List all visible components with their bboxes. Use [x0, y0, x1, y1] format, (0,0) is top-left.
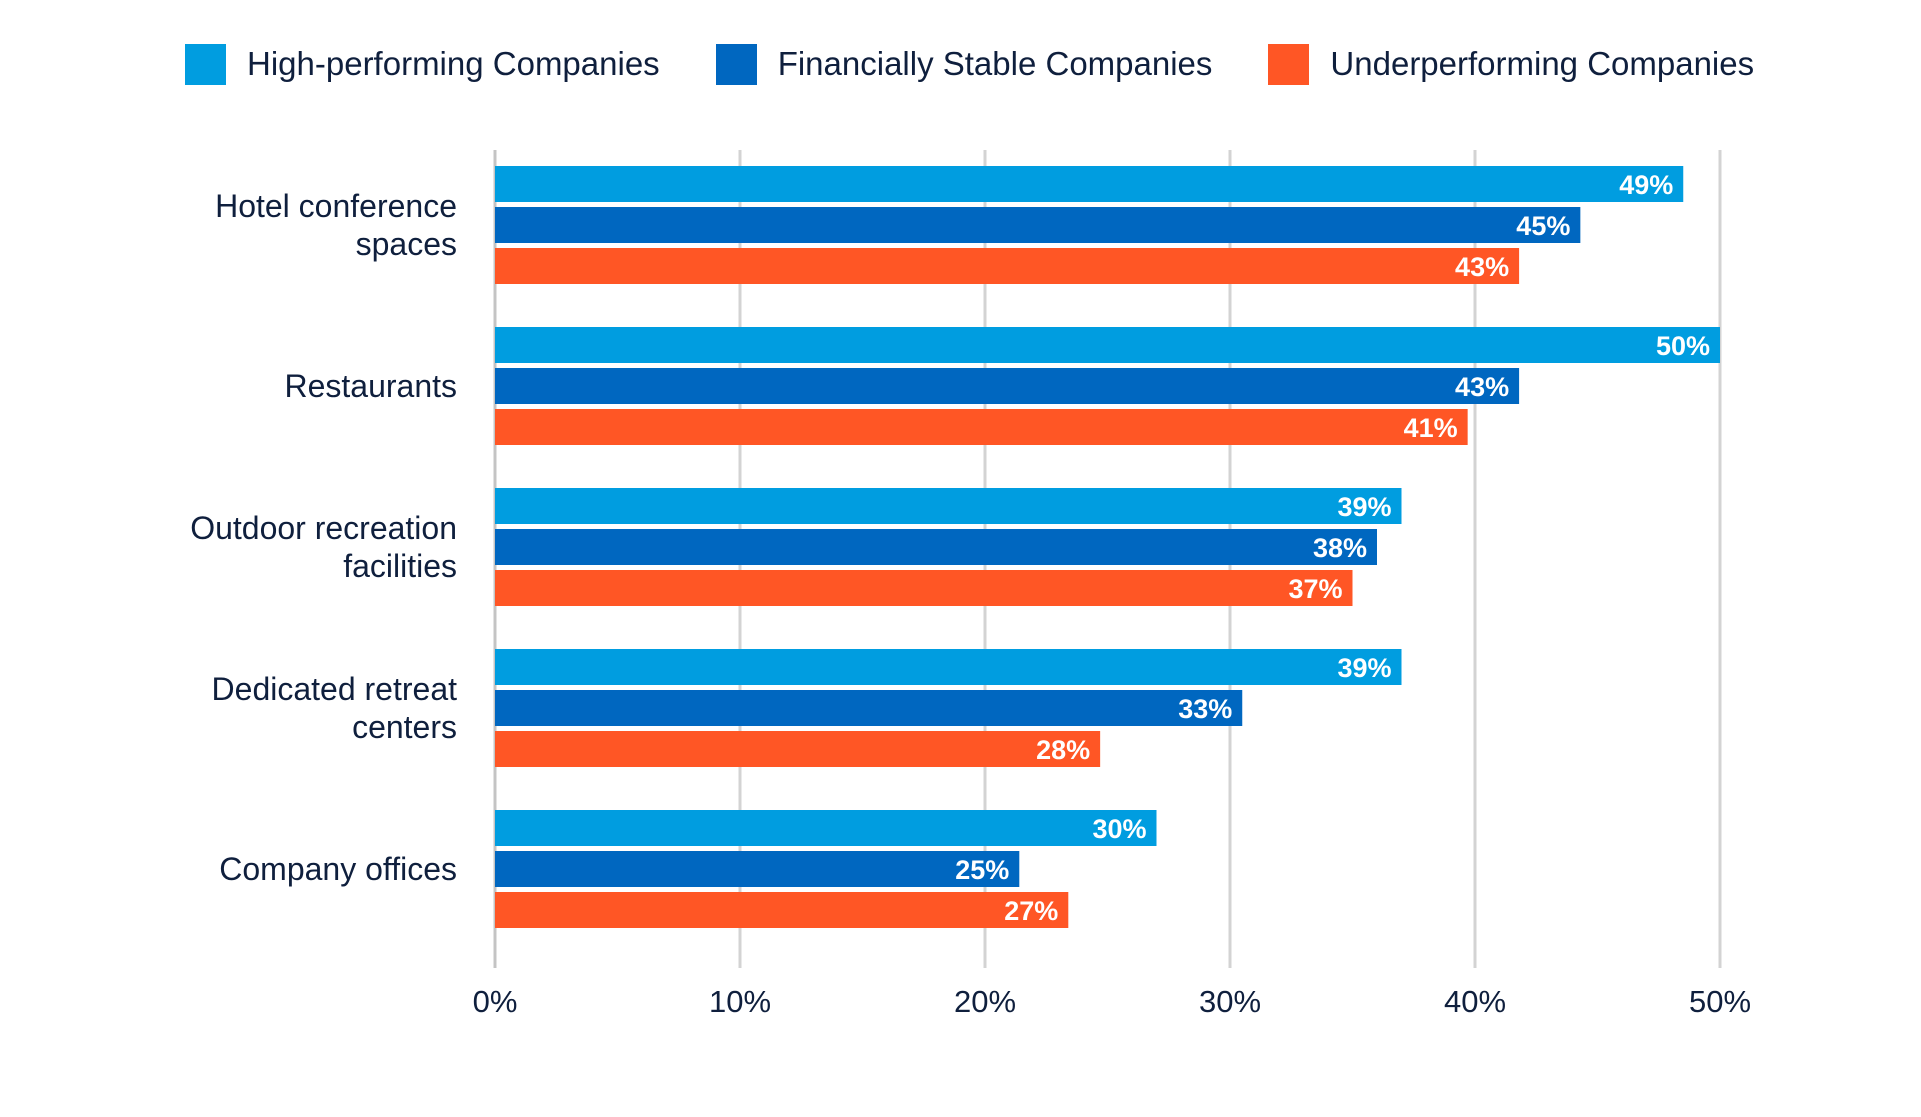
category-label: centers: [352, 709, 457, 745]
bar[interactable]: [495, 166, 1684, 202]
data-label: 43%: [1455, 372, 1509, 402]
legend-item-financially-stable[interactable]: Financially Stable Companies: [715, 43, 1213, 85]
data-label: 39%: [1337, 492, 1391, 522]
bar[interactable]: [495, 570, 1353, 606]
legend-label-high-performing: High-performing Companies: [247, 45, 660, 82]
data-label: 45%: [1516, 211, 1570, 241]
data-label: 39%: [1337, 653, 1391, 683]
bar[interactable]: [495, 851, 1020, 887]
legend-swatch-high-performing: [185, 43, 226, 85]
data-label: 25%: [955, 855, 1009, 885]
bar[interactable]: [495, 529, 1377, 565]
bar[interactable]: [495, 488, 1402, 524]
legend-swatch-underperforming: [1268, 43, 1310, 85]
bar[interactable]: [495, 327, 1720, 363]
data-label: 43%: [1455, 252, 1509, 282]
category-label: Hotel conference: [215, 188, 457, 224]
bar[interactable]: [495, 690, 1243, 726]
legend-item-underperforming[interactable]: Underperforming Companies: [1268, 43, 1755, 85]
bar[interactable]: [495, 248, 1520, 284]
data-label: 49%: [1619, 170, 1673, 200]
data-label: 50%: [1656, 331, 1710, 361]
category-label: facilities: [343, 548, 457, 584]
legend-item-high-performing[interactable]: High-performing Companies: [185, 43, 660, 85]
bar[interactable]: [495, 368, 1520, 404]
data-label: 41%: [1404, 413, 1458, 443]
data-label: 28%: [1036, 735, 1090, 765]
x-tick-label: 50%: [1689, 984, 1751, 1019]
x-tick-label: 0%: [473, 984, 518, 1019]
data-label: 33%: [1178, 694, 1232, 724]
x-tick-label: 40%: [1444, 984, 1506, 1019]
category-label: Company offices: [219, 851, 457, 887]
category-label: Restaurants: [284, 368, 457, 404]
data-label: 27%: [1004, 896, 1058, 926]
bar[interactable]: [495, 810, 1157, 846]
bar[interactable]: [495, 892, 1069, 928]
bar[interactable]: [495, 731, 1101, 767]
category-label: Outdoor recreation: [190, 510, 457, 546]
legend-swatch-financially-stable: [715, 43, 757, 85]
data-label: 37%: [1288, 574, 1342, 604]
bar[interactable]: [495, 207, 1581, 243]
data-label: 30%: [1092, 814, 1146, 844]
data-label: 38%: [1313, 533, 1367, 563]
legend-label-underperforming: Underperforming Companies: [1330, 45, 1755, 82]
category-label: Dedicated retreat: [212, 671, 458, 707]
legend-label-financially-stable: Financially Stable Companies: [777, 45, 1213, 82]
bar[interactable]: [495, 649, 1402, 685]
legend: High-performing Companies Financially St…: [185, 40, 1810, 88]
x-tick-label: 20%: [954, 984, 1016, 1019]
x-tick-label: 10%: [709, 984, 771, 1019]
category-label: spaces: [356, 226, 457, 262]
x-tick-label: 30%: [1199, 984, 1261, 1019]
bar[interactable]: [495, 409, 1468, 445]
